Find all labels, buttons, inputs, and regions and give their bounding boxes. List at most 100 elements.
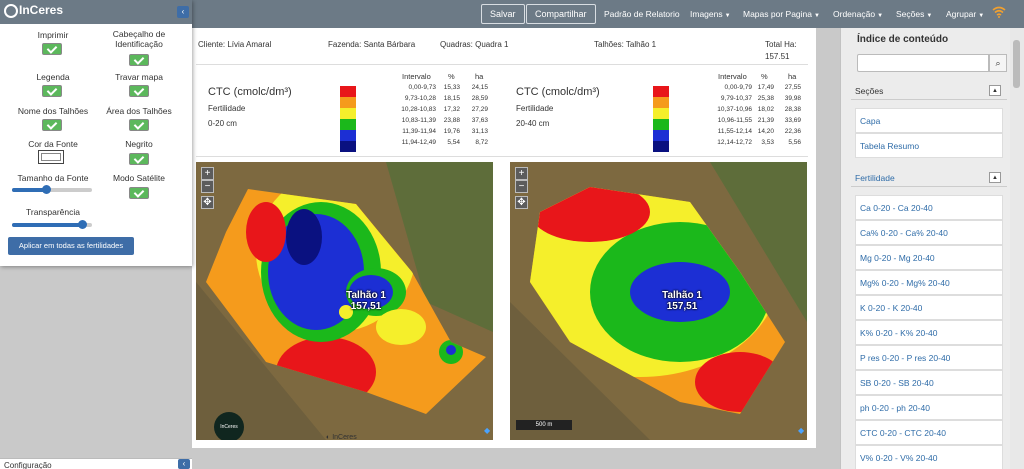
map-field-label: Talhão 1 157,51 bbox=[346, 290, 386, 312]
print-checkbox[interactable] bbox=[42, 43, 62, 55]
legend-header-ha: ha bbox=[475, 72, 484, 81]
lock-map-label: Travar mapa bbox=[115, 72, 163, 82]
nav-images[interactable]: Imagens ▼ bbox=[690, 9, 731, 19]
index-item[interactable]: K% 0-20 - K% 20-40 bbox=[855, 320, 1003, 345]
font-color-picker[interactable] bbox=[38, 150, 64, 164]
field-names-checkbox[interactable] bbox=[42, 119, 62, 131]
share-button[interactable]: Compartilhar bbox=[526, 4, 596, 24]
nav-group[interactable]: Agrupar ▼ bbox=[946, 9, 985, 19]
legend-cell: 28,59 bbox=[471, 95, 488, 102]
satellite-checkbox[interactable] bbox=[129, 187, 149, 199]
save-button[interactable]: Salvar bbox=[481, 4, 525, 24]
index-item[interactable]: Tabela Resumo bbox=[855, 133, 1003, 158]
field-info: Talhões: Talhão 1 bbox=[594, 40, 657, 49]
bold-checkbox[interactable] bbox=[129, 153, 149, 165]
legend-cell: 10,37-10,96 bbox=[717, 106, 752, 113]
caret-down-icon: ▼ bbox=[877, 13, 884, 19]
legend-swatch bbox=[653, 130, 669, 141]
index-item[interactable]: SB 0-20 - SB 20-40 bbox=[855, 370, 1003, 395]
legend-swatch bbox=[653, 119, 669, 130]
nav-report-standard[interactable]: Padrão de Relatorio bbox=[604, 9, 680, 19]
font-size-slider[interactable] bbox=[12, 185, 92, 194]
index-panel: Índice de conteúdo ⌕ Seções ▲ Capa Tabel… bbox=[840, 28, 1010, 469]
legend-cell: 14,20 bbox=[757, 128, 774, 135]
legend-cell: 10,83-11,39 bbox=[401, 117, 436, 124]
legend-title: CTC (cmolc/dm³) bbox=[516, 86, 600, 98]
legend-cell: 21,39 bbox=[757, 117, 774, 124]
logo-circle-icon bbox=[4, 3, 18, 18]
legend-depth: 0-20 cm bbox=[208, 119, 237, 128]
caret-down-icon: ▼ bbox=[978, 13, 985, 19]
transparency-slider[interactable] bbox=[12, 220, 92, 229]
index-item[interactable]: ph 0-20 - ph 20-40 bbox=[855, 395, 1003, 420]
move-icon[interactable]: ✥ bbox=[201, 196, 214, 209]
legend-swatch bbox=[653, 108, 669, 119]
index-item[interactable]: Ca% 0-20 - Ca% 20-40 bbox=[855, 220, 1003, 245]
font-color-label: Cor da Fonte bbox=[28, 139, 78, 149]
nav-ordering[interactable]: Ordenação ▼ bbox=[833, 9, 884, 19]
legend-cell: 31,13 bbox=[471, 128, 488, 135]
slider-thumb[interactable] bbox=[41, 185, 51, 194]
caret-down-icon: ▼ bbox=[724, 13, 731, 19]
legend-swatch bbox=[340, 119, 356, 130]
header-id-checkbox[interactable] bbox=[129, 54, 149, 66]
legend-header-pct: % bbox=[761, 72, 768, 81]
search-icon[interactable]: ⌕ bbox=[989, 54, 1007, 72]
legend-cell: 18,02 bbox=[757, 106, 774, 113]
zoom-out-button[interactable]: − bbox=[515, 180, 528, 193]
config-collapse-button[interactable]: ‹ bbox=[178, 459, 190, 469]
scroll-thumb[interactable] bbox=[1013, 40, 1020, 88]
index-item[interactable]: Ca 0-20 - Ca 20-40 bbox=[855, 195, 1003, 220]
legend-cell: 11,55-12,14 bbox=[717, 128, 752, 135]
zoom-in-button[interactable]: + bbox=[201, 167, 214, 180]
legend-color-scale bbox=[340, 86, 356, 152]
index-item[interactable]: Mg 0-20 - Mg 20-40 bbox=[855, 245, 1003, 270]
lock-map-checkbox[interactable] bbox=[129, 85, 149, 97]
chevron-up-icon[interactable]: ▲ bbox=[989, 85, 1001, 96]
legend-cell: 27,55 bbox=[784, 84, 801, 91]
index-item[interactable]: P res 0-20 - P res 20-40 bbox=[855, 345, 1003, 370]
legend-cell: 11,39-11,94 bbox=[402, 128, 436, 135]
collapse-panel-button[interactable]: ‹ bbox=[177, 6, 189, 18]
fertility-header[interactable]: Fertilidade ▲ bbox=[851, 169, 1007, 187]
nav-maps-per-page[interactable]: Mapas por Pagina ▼ bbox=[743, 9, 820, 19]
legend-swatch bbox=[653, 97, 669, 108]
inceres-logo: InCeres bbox=[4, 3, 66, 21]
index-search-input[interactable] bbox=[857, 54, 989, 72]
divider bbox=[196, 156, 808, 157]
index-item[interactable]: K 0-20 - K 20-40 bbox=[855, 295, 1003, 320]
scrollbar[interactable] bbox=[1010, 28, 1024, 469]
block-info: Quadras: Quadra 1 bbox=[440, 40, 509, 49]
map-field-label: Talhão 1 157,51 bbox=[662, 290, 702, 312]
move-icon[interactable]: ✥ bbox=[515, 196, 528, 209]
legend-cell: 23,88 bbox=[443, 117, 460, 124]
index-item[interactable]: Mg% 0-20 - Mg% 20-40 bbox=[855, 270, 1003, 295]
apply-all-button[interactable]: Aplicar em todas as fertilidades bbox=[8, 237, 134, 255]
wifi-icon[interactable] bbox=[992, 6, 1006, 18]
legend-color-scale bbox=[653, 86, 669, 152]
legend-title: CTC (cmolc/dm³) bbox=[208, 86, 292, 98]
fertility-map-20-40[interactable]: + − ✥ Talhão 1 157,51 500 m ◆ bbox=[510, 162, 807, 440]
index-item[interactable]: Capa bbox=[855, 108, 1003, 133]
legend-checkbox[interactable] bbox=[42, 85, 62, 97]
index-item[interactable]: CTC 0-20 - CTC 20-40 bbox=[855, 420, 1003, 445]
legend-subtitle: Fertilidade bbox=[208, 104, 246, 113]
slider-thumb[interactable] bbox=[78, 220, 88, 229]
index-item[interactable]: V% 0-20 - V% 20-40 bbox=[855, 445, 1003, 469]
fertility-map-0-20[interactable]: + − ✥ Talhão 1 157,51 InCeres ◆ bbox=[196, 162, 493, 440]
farm-info: Fazenda: Santa Bárbara bbox=[328, 40, 416, 49]
legend-cell: 3,53 bbox=[761, 139, 774, 146]
sections-header[interactable]: Seções ▲ bbox=[851, 82, 1007, 100]
divider bbox=[196, 64, 808, 65]
legend-cell: 5,54 bbox=[447, 139, 460, 146]
satellite-label: Modo Satélite bbox=[113, 173, 165, 183]
nav-sections[interactable]: Seções ▼ bbox=[896, 9, 933, 19]
legend-cell: 0,00-9,73 bbox=[408, 84, 436, 91]
chevron-up-icon[interactable]: ▲ bbox=[989, 172, 1001, 183]
slider-fill bbox=[12, 223, 83, 227]
legend-cell: 0,00-9,79 bbox=[724, 84, 752, 91]
zoom-in-button[interactable]: + bbox=[515, 167, 528, 180]
legend-swatch bbox=[340, 141, 356, 152]
field-area-checkbox[interactable] bbox=[129, 119, 149, 131]
zoom-out-button[interactable]: − bbox=[201, 180, 214, 193]
